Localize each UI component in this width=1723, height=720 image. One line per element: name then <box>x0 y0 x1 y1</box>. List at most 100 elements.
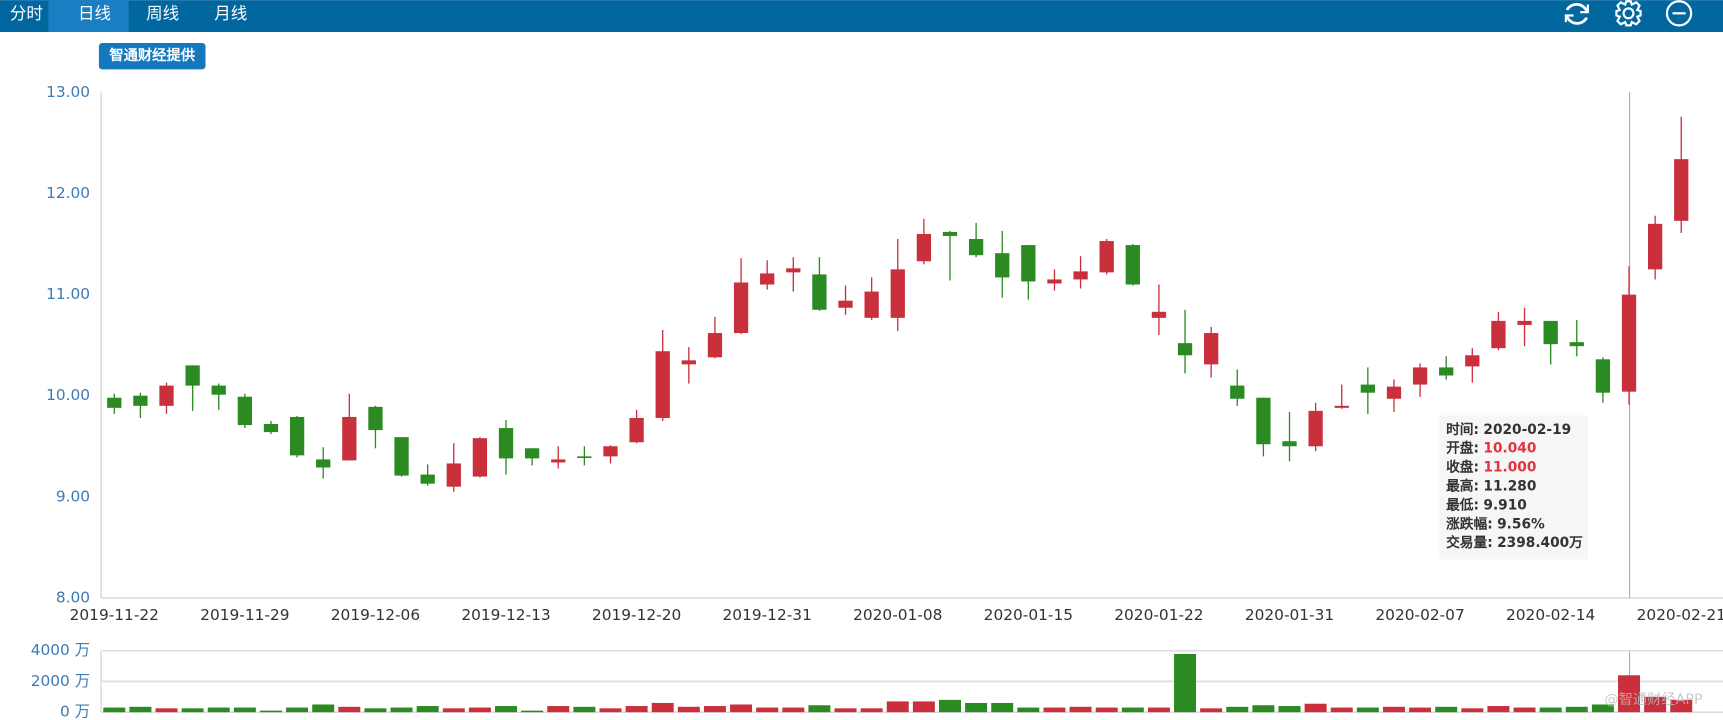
volume-bar <box>155 708 178 713</box>
candle-body <box>786 268 801 273</box>
candle-body <box>316 459 331 468</box>
volume-bar <box>730 704 753 713</box>
candle-body <box>1491 320 1506 349</box>
volume-bar <box>1174 654 1197 713</box>
candle-body <box>707 333 723 358</box>
candle-body <box>185 365 200 386</box>
tooltip-value: 9.56% <box>1497 516 1545 532</box>
y-tick-label: 4000 万 <box>31 641 90 659</box>
candle-body <box>133 395 148 406</box>
toolbar <box>0 0 1723 32</box>
x-tick-label: 2020-01-31 <box>1245 606 1334 624</box>
volume-bar <box>181 708 204 713</box>
tooltip-value: 2398.400万 <box>1497 535 1583 551</box>
volume-bar <box>886 701 909 713</box>
candle-body <box>577 456 592 459</box>
candle-body <box>289 416 305 456</box>
volume-bar <box>495 706 518 713</box>
candle-body <box>1465 355 1480 367</box>
volume-bar <box>1382 706 1405 713</box>
volume-bar <box>1409 707 1432 713</box>
volume-bar <box>939 699 961 713</box>
candle-body <box>1360 384 1375 393</box>
candle-body <box>1517 320 1532 325</box>
volume-bar <box>233 707 256 713</box>
tooltip-label: 最高: <box>1446 477 1479 494</box>
volume-bar <box>521 710 544 713</box>
tooltip-value: 11.000 <box>1483 460 1536 476</box>
y-tick-label: 2000 万 <box>31 672 90 690</box>
volume-bar <box>651 702 674 713</box>
volume-bar <box>103 707 126 713</box>
candle-body <box>524 448 540 459</box>
candle-body <box>1569 342 1584 347</box>
tab-active[interactable]: 日线 <box>78 4 111 23</box>
tab[interactable]: 月线 <box>214 4 247 23</box>
candle-body <box>733 282 749 334</box>
candle-body <box>629 417 644 443</box>
volume-bar <box>991 702 1014 713</box>
volume-bar <box>599 708 622 713</box>
candle-body <box>342 416 357 461</box>
active-tab-bg <box>48 0 129 32</box>
volume-bar <box>1226 706 1249 713</box>
tooltip-value: 2020-02-19 <box>1483 422 1571 438</box>
volume-bar <box>1591 704 1614 713</box>
candle-body <box>1621 294 1637 392</box>
tooltip-row: 收盘: 11.000 <box>1446 459 1536 476</box>
tooltip-row: 开盘: 10.040 <box>1446 440 1536 457</box>
volume-bar <box>782 707 805 713</box>
volume-bar <box>1539 707 1562 713</box>
candle-body <box>1647 223 1663 270</box>
y-tick-label: 0 万 <box>60 703 90 720</box>
x-tick-label: 2019-12-06 <box>331 606 420 624</box>
volume-bar <box>338 706 361 713</box>
volume-bar <box>1017 707 1040 713</box>
volume-bar <box>573 706 596 713</box>
volume-bar <box>1565 706 1588 713</box>
candle-body <box>1099 241 1114 273</box>
volume-bar <box>1435 706 1458 713</box>
x-tick-label: 2020-01-22 <box>1114 606 1203 624</box>
volume-bar <box>703 706 726 713</box>
candle-body <box>681 360 696 365</box>
settings-icon[interactable] <box>1615 0 1642 27</box>
x-tick-label: 2020-02-21 <box>1637 606 1723 624</box>
candle-body <box>1021 245 1036 282</box>
volume-bar <box>834 708 857 713</box>
candle-body <box>1230 385 1245 399</box>
tab[interactable]: 分时 <box>10 4 43 23</box>
candle-body <box>1047 279 1062 284</box>
minimize-icon[interactable] <box>1665 0 1693 27</box>
volume-bar <box>312 704 335 713</box>
volume-bar <box>860 708 883 713</box>
watermark: @智通财经APP <box>1604 691 1703 708</box>
volume-bar <box>1200 708 1223 713</box>
volume-bar <box>912 701 935 713</box>
candle-body <box>1412 367 1428 385</box>
candle-body <box>1177 343 1193 356</box>
volume-bar <box>259 710 282 713</box>
tooltip-value: 10.040 <box>1483 441 1536 457</box>
candle-body <box>864 291 879 318</box>
y-tick-label: 12.00 <box>46 184 90 202</box>
volume-bar <box>1330 707 1353 713</box>
x-tick-label: 2020-02-14 <box>1506 606 1595 624</box>
tab[interactable]: 周线 <box>146 4 179 23</box>
candle-body <box>1125 245 1140 285</box>
refresh-icon[interactable] <box>1564 2 1589 25</box>
candle-body <box>159 385 174 406</box>
volume-bar <box>1644 696 1667 713</box>
volume-bar <box>1278 706 1301 713</box>
candle-body <box>838 300 853 308</box>
candle-body <box>1334 405 1349 408</box>
volume-bar <box>547 706 570 713</box>
x-tick-label: 2020-01-08 <box>853 606 942 624</box>
volume-bar <box>1513 707 1536 713</box>
candle-body <box>1308 410 1323 447</box>
x-tick-label: 2019-12-31 <box>723 606 812 624</box>
y-tick-label: 11.00 <box>46 285 90 303</box>
source-badge-text: 智通财经提供 <box>109 46 195 64</box>
candle-body <box>498 428 514 459</box>
